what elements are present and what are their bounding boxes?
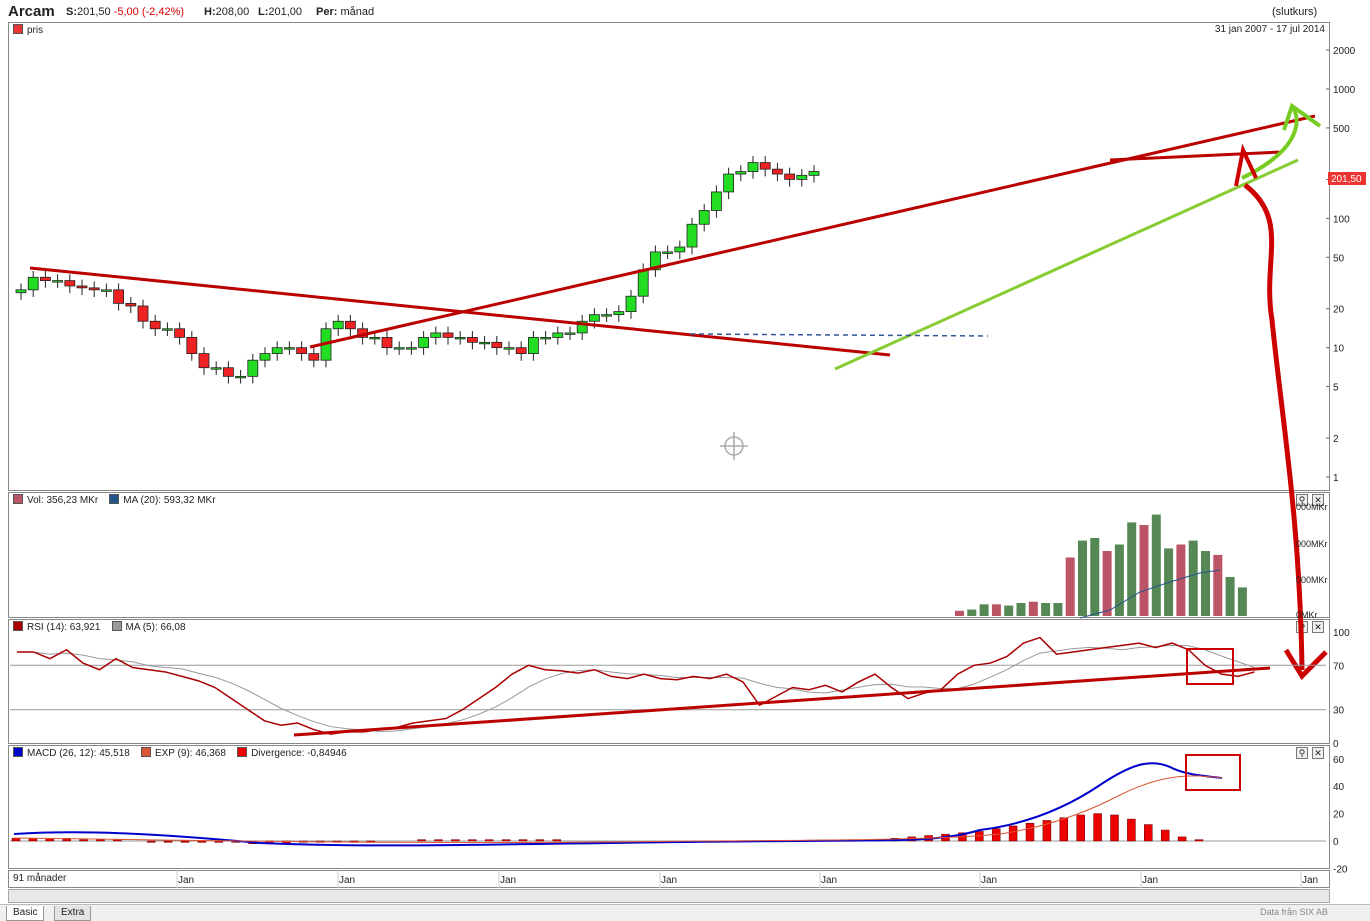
price-tick-label: 5 xyxy=(1333,383,1339,394)
price-legend: pris xyxy=(13,24,43,36)
rsi-pane[interactable]: RSI (14): 63,921 MA (5): 66,08 xyxy=(8,619,1330,744)
zoom-icon[interactable]: ⚲ xyxy=(1296,621,1308,633)
date-range: 31 jan 2007 - 17 jul 2014 xyxy=(1214,24,1325,35)
price-tick-label: 200 xyxy=(1333,175,1350,186)
close-icon[interactable]: ✕ xyxy=(1312,494,1324,506)
tab-bar: Basic Extra Data från SIX AB xyxy=(0,904,1370,921)
volume-legend: Vol: 356,23 MKr MA (20): 593,32 MKr xyxy=(13,494,216,506)
rsi-legend: RSI (14): 63,921 MA (5): 66,08 xyxy=(13,621,186,633)
macd-tick-label: 0 xyxy=(1333,837,1339,848)
close-icon[interactable]: ✕ xyxy=(1312,621,1324,633)
rsi-tick-label: 0 xyxy=(1333,739,1339,750)
month-count: 91 månader xyxy=(13,873,67,884)
last-price: S:201,50 -5,00 (-2,42%) xyxy=(66,6,185,18)
scale-mode[interactable]: (slutkurs) xyxy=(1272,6,1318,18)
macd-tick-label: 40 xyxy=(1333,782,1345,793)
last-price-badge-label: 201,50 xyxy=(1331,174,1362,185)
horizontal-scrollbar[interactable] xyxy=(8,889,1330,903)
price-tick-label: 2 xyxy=(1333,434,1339,445)
instrument-title: Arcam xyxy=(8,3,55,20)
volume-pane[interactable]: Vol: 356,23 MKr MA (20): 593,32 MKr xyxy=(8,492,1330,618)
period: Per: månad xyxy=(316,6,375,18)
macd-pane[interactable]: MACD (26, 12): 45,518 EXP (9): 46,368 Di… xyxy=(8,745,1330,869)
last-price-badge xyxy=(1328,172,1366,185)
price-tick-label: 100 xyxy=(1333,214,1350,225)
macd-tick-label: 20 xyxy=(1333,810,1345,821)
low-price: L:201,00 xyxy=(258,6,303,18)
rsi-tick-label: 70 xyxy=(1333,661,1345,672)
x-axis: 91 månader xyxy=(8,870,1330,888)
data-source: Data från SIX AB xyxy=(1259,907,1328,917)
macd-tick-label: 60 xyxy=(1333,755,1345,766)
price-tick-label: 500 xyxy=(1333,124,1350,135)
high-price: H:208,00 xyxy=(204,6,250,18)
price-tick-label: 1 xyxy=(1333,473,1339,484)
tab-basic[interactable]: Basic xyxy=(6,906,45,921)
zoom-icon[interactable]: ⚲ xyxy=(1296,494,1308,506)
price-tick-label: 10 xyxy=(1333,344,1345,355)
price-tick-label: 1000 xyxy=(1333,85,1356,96)
price-tick-label: 20 xyxy=(1333,305,1345,316)
price-pane[interactable]: pris 31 jan 2007 - 17 jul 2014 xyxy=(8,22,1330,491)
price-tick-label: 50 xyxy=(1333,253,1345,264)
change-value: -5,00 (-2,42%) xyxy=(113,6,185,18)
tab-extra[interactable]: Extra xyxy=(54,906,92,921)
macd-legend: MACD (26, 12): 45,518 EXP (9): 46,368 Di… xyxy=(13,747,347,759)
macd-tick-label: -20 xyxy=(1333,864,1348,875)
close-icon[interactable]: ✕ xyxy=(1312,747,1324,759)
price-tick-label: 2000 xyxy=(1333,46,1356,57)
rsi-tick-label: 30 xyxy=(1333,706,1345,717)
zoom-icon[interactable]: ⚲ xyxy=(1296,747,1308,759)
chart-header: Arcam S:201,50 -5,00 (-2,42%) H:208,00 L… xyxy=(0,0,1370,22)
rsi-tick-label: 100 xyxy=(1333,628,1350,639)
